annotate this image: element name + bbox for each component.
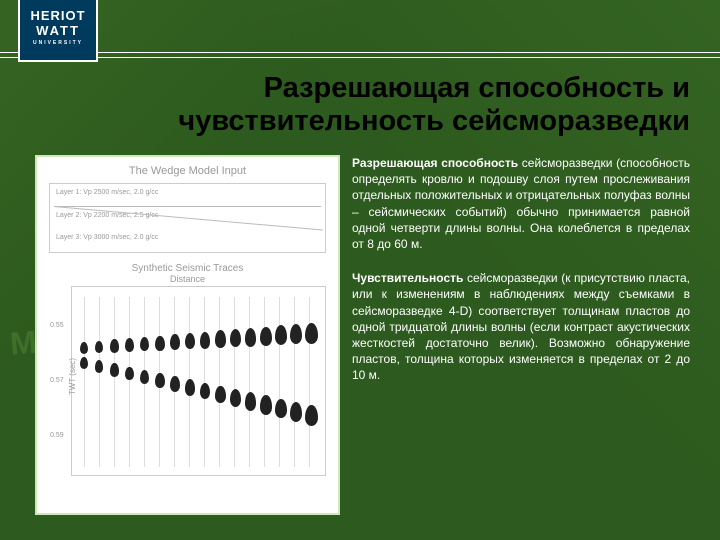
wavelet-bottom (95, 360, 103, 373)
wavelet-top (245, 328, 256, 347)
trace-baseline (84, 297, 85, 467)
wavelet-top (110, 339, 119, 352)
ytick-1: 0.55 (50, 322, 64, 329)
term-resolution: Разрешающая способность (352, 156, 518, 170)
wavelet-top (290, 324, 302, 344)
wavelet-top (230, 329, 241, 347)
trace-baseline (114, 297, 115, 467)
trace-baseline (129, 297, 130, 467)
wavelet-top (125, 338, 134, 352)
wavelet-top (95, 341, 103, 354)
trace-baseline (234, 297, 235, 467)
trace-baseline (219, 297, 220, 467)
trace-baseline (279, 297, 280, 467)
wavelet-top (200, 332, 210, 349)
university-logo: HERIOT WATT UNIVERSITY (18, 0, 98, 62)
wavelet-top (275, 325, 287, 345)
wavelet-bottom (245, 392, 256, 411)
wedge-input-panel: Layer 1: Vp 2500 m/sec, 2.0 g/cc Layer 2… (49, 183, 326, 253)
wavelet-bottom (305, 405, 318, 426)
trace-baseline (99, 297, 100, 467)
logo-line3: UNIVERSITY (20, 40, 96, 46)
wavelet-bottom (155, 373, 165, 388)
header-divider (0, 52, 720, 58)
wavelet-bottom (260, 395, 272, 414)
wavelet-bottom (290, 402, 302, 422)
trace-baseline (204, 297, 205, 467)
wavelet-top (305, 323, 318, 344)
para1-body: сейсморазведки (способность определять к… (352, 156, 690, 251)
wavelet-bottom (170, 376, 180, 392)
twt-axis-label: TWT (sec) (68, 358, 77, 395)
wavelet-top (185, 333, 195, 349)
wavelet-top (140, 337, 149, 351)
wavelet-bottom (110, 363, 119, 376)
paragraph-sensitivity: Чувствительность сейсморазведки (к прису… (352, 270, 690, 383)
paragraph-resolution: Разрешающая способность сейсморазведки (… (352, 155, 690, 252)
trace-baseline (249, 297, 250, 467)
wavelet-top (170, 334, 180, 350)
wavelet-top (215, 330, 226, 347)
wavelet-bottom (200, 383, 210, 400)
wavelet-top (80, 342, 88, 354)
wavelet-bottom (230, 389, 241, 407)
wavelet-bottom (80, 357, 88, 369)
text-column: Разрешающая способность сейсморазведки (… (352, 155, 690, 528)
trace-baseline (264, 297, 265, 467)
wavelet-bottom (215, 386, 226, 403)
wavelet-top (260, 327, 272, 346)
para2-body: сейсморазведки (к присутствию пласта, ил… (352, 271, 690, 382)
term-sensitivity: Чувствительность (352, 271, 463, 285)
seismic-traces-panel: TWT (sec) 0.55 0.57 0.59 (71, 286, 326, 476)
layer-3-label: Layer 3: Vp 3000 m/sec, 2.0 g/cc (56, 234, 158, 241)
wedge-top-line (54, 206, 321, 207)
wavelet-bottom (185, 379, 195, 395)
trace-baseline (294, 297, 295, 467)
figure-title: The Wedge Model Input (49, 165, 326, 177)
wedge-model-figure: The Wedge Model Input Layer 1: Vp 2500 m… (35, 155, 340, 515)
logo-line1: HERIOT (20, 8, 96, 23)
wavelet-bottom (140, 370, 149, 384)
distance-label: Distance (49, 274, 326, 284)
layer-1-label: Layer 1: Vp 2500 m/sec, 2.0 g/cc (56, 189, 158, 196)
ytick-2: 0.57 (50, 377, 64, 384)
synthetic-title: Synthetic Seismic Traces (49, 263, 326, 274)
slide-title: Разрешающая способность и чувствительнос… (115, 72, 690, 139)
logo-line2: WATT (20, 23, 96, 38)
ytick-3: 0.59 (50, 432, 64, 439)
wavelet-bottom (125, 367, 134, 381)
content-area: The Wedge Model Input Layer 1: Vp 2500 m… (35, 155, 690, 528)
wavelet-bottom (275, 399, 287, 419)
wavelet-top (155, 336, 165, 351)
